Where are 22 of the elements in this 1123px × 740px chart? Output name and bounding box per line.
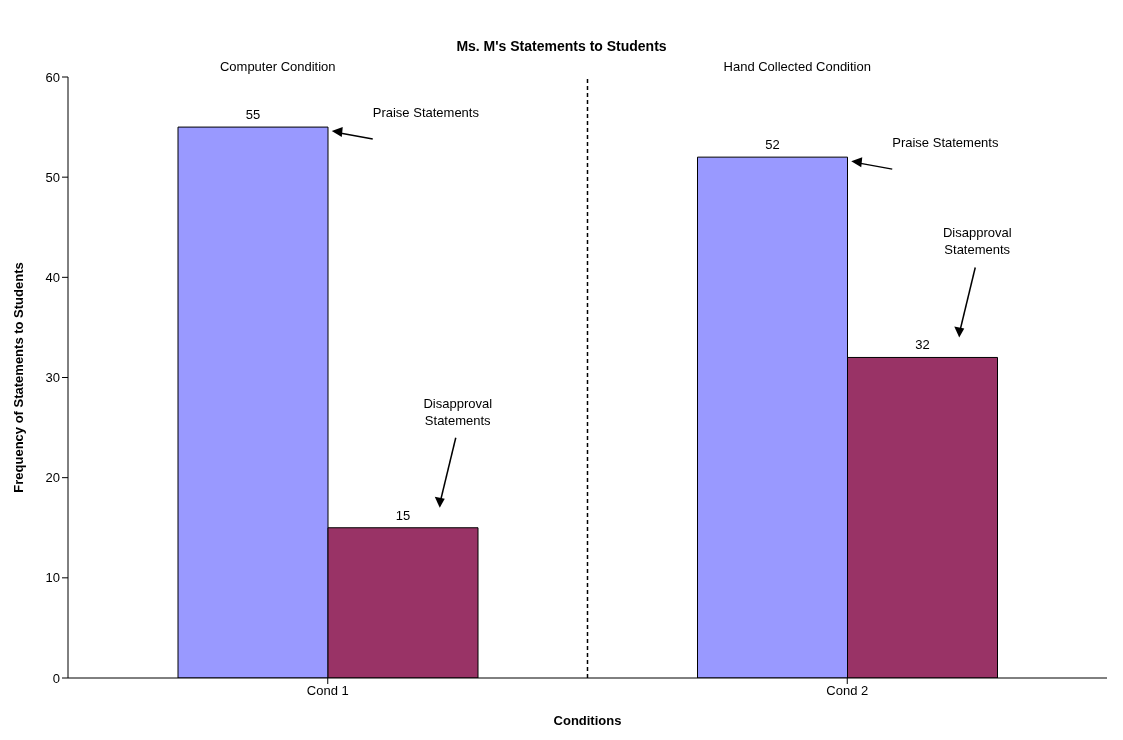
y-axis-title: Frequency of Statements to Students — [10, 262, 26, 493]
x-axis-title: Conditions — [553, 713, 622, 729]
y-tick-label: 10 — [45, 570, 60, 586]
data-label: 15 — [395, 507, 411, 523]
annotation: Disapproval Statements — [942, 225, 1012, 258]
data-label: 52 — [765, 137, 780, 153]
y-tick-label: 0 — [52, 670, 60, 686]
data-label: 55 — [245, 107, 261, 123]
annotation: Praise Statements — [892, 135, 999, 151]
y-tick-label: 20 — [45, 470, 60, 486]
y-tick-label: 40 — [45, 269, 60, 285]
text: Computer Condition — [219, 59, 336, 74]
y-tick-label: 50 — [45, 169, 60, 185]
y-tick-label: 60 — [45, 69, 60, 85]
x-tick-label: Cond 1 — [306, 683, 349, 699]
data-label: 32 — [915, 337, 930, 353]
annotation: Disapproval Statements — [423, 395, 493, 428]
x-tick-label: Cond 2 — [826, 683, 869, 699]
text: Hand Collected Condition — [723, 59, 871, 74]
y-tick-label: 30 — [45, 370, 60, 386]
annotation: Praise Statements — [372, 105, 480, 121]
chart-title: Ms. M's Statements to Students — [455, 38, 668, 54]
